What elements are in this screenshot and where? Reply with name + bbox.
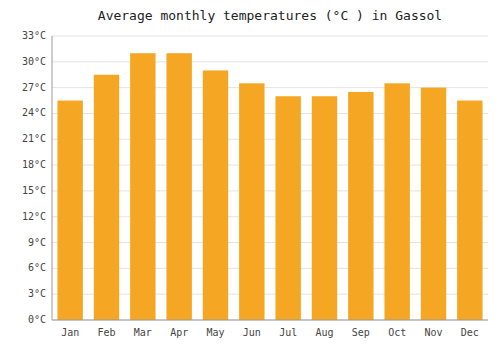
x-tick-label: May [206,327,224,338]
bar [239,83,264,320]
y-tick-label: 21°C [22,133,46,144]
y-tick-label: 0°C [28,314,46,325]
x-tick-label: Sep [352,327,370,338]
bar [166,53,191,320]
x-tick-label: Dec [461,327,479,338]
bar [421,88,446,320]
x-tick-label: Jan [61,327,79,338]
y-tick-label: 18°C [22,159,46,170]
y-tick-label: 15°C [22,185,46,196]
grid [52,36,488,320]
y-tick-label: 3°C [28,288,46,299]
bar [130,53,155,320]
y-tick-label: 27°C [22,82,46,93]
chart: Average monthly temperatures (°C ) in Ga… [0,0,500,350]
x-tick-label: Nov [424,327,442,338]
bar [348,92,373,320]
x-tick-label: Apr [170,327,188,338]
bar [57,101,82,320]
bar [457,101,482,320]
x-tick-label: Feb [97,327,115,338]
bar [312,96,337,320]
bar [94,75,119,320]
grid-line [52,320,488,321]
title: Average monthly temperatures (°C ) in Ga… [98,8,442,23]
x-tick-label: Aug [315,327,333,338]
y-tick-label: 33°C [22,30,46,41]
bars [57,53,482,320]
x-tick-label: Jul [279,327,297,338]
y-tick-label: 24°C [22,107,46,118]
y-tick-label: 30°C [22,56,46,67]
x-tick-label: Oct [388,327,406,338]
x-axis-line [52,320,488,321]
y-axis: 0°C 3°C 6°C 9°C 12°C 15°C 18°C 21°C 24°C 27°C 30°C… [22,30,46,325]
y-axis-line [52,36,53,320]
grid-line [52,61,488,62]
grid-line [52,36,488,37]
x-tick-label: Mar [134,327,152,338]
x-axis: Jan Feb Mar Apr May Jun Jul Aug Sep Oct Nov Dec [61,327,479,338]
y-tick-label: 9°C [28,237,46,248]
y-tick-label: 12°C [22,211,46,222]
bar [384,83,409,320]
x-tick-label: Jun [243,327,261,338]
bar [275,96,300,320]
y-tick-label: 6°C [28,262,46,273]
bar [203,70,228,320]
